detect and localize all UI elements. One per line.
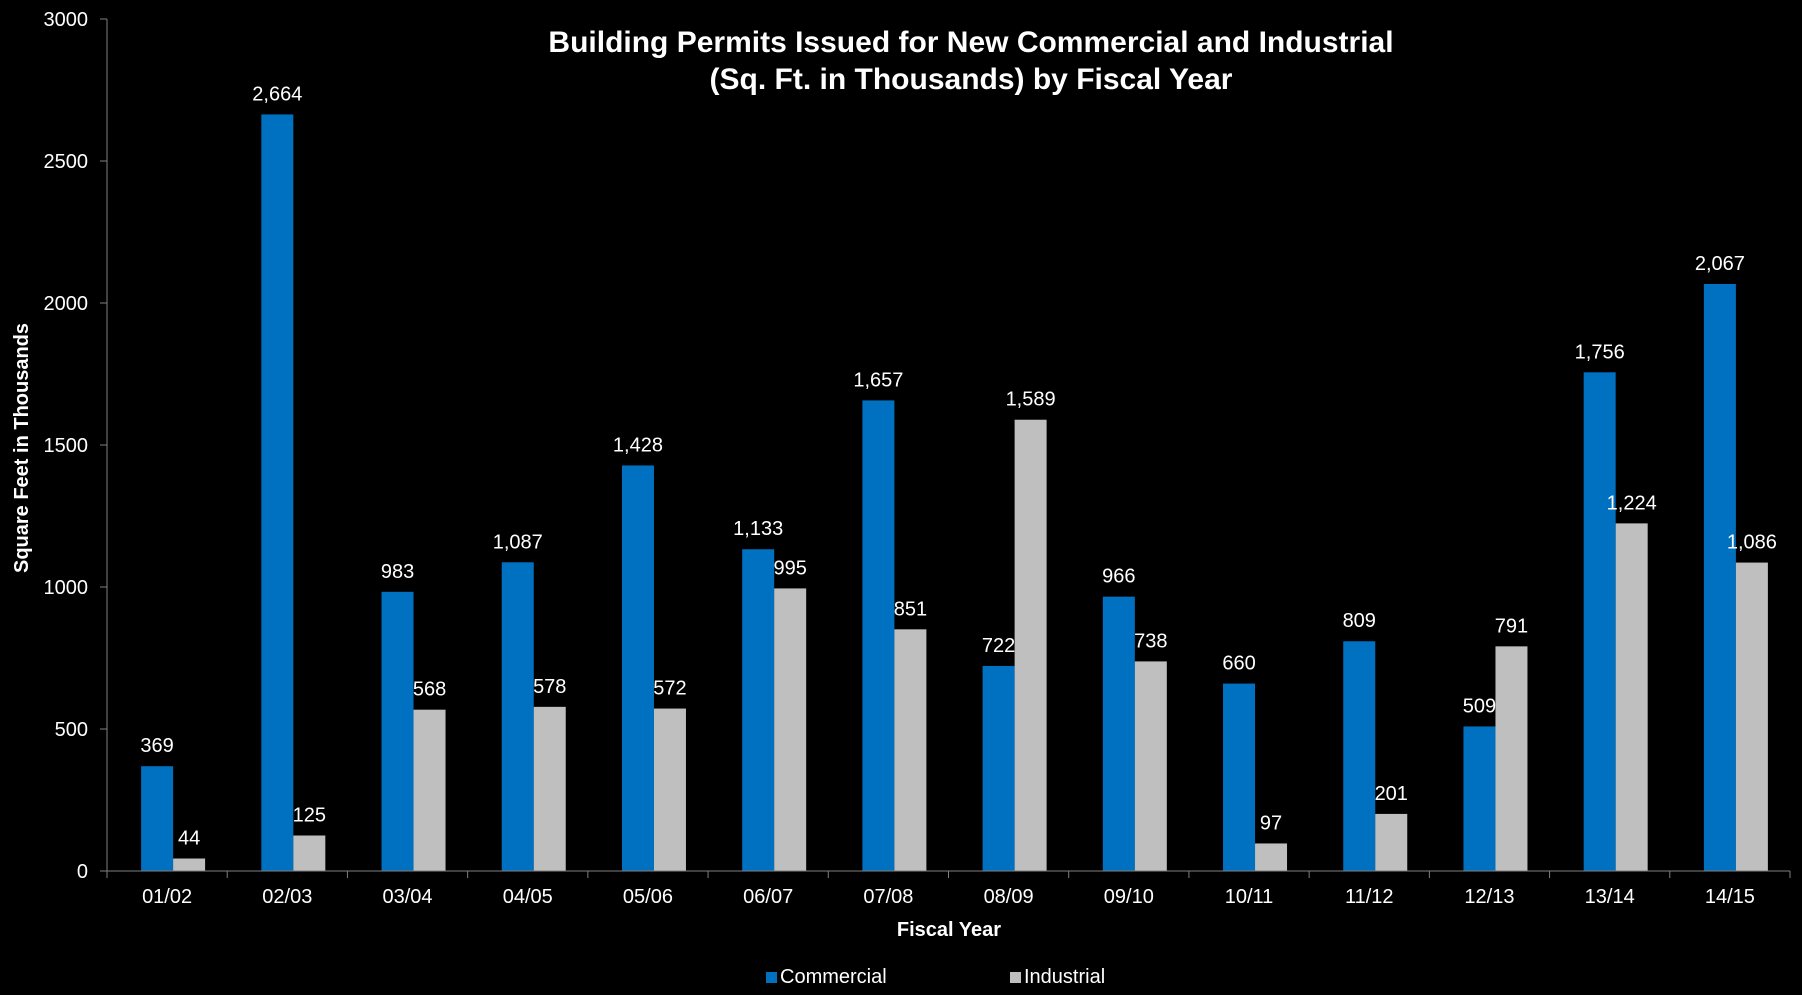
bar-commercial bbox=[1102, 596, 1135, 871]
data-label-commercial: 966 bbox=[1102, 566, 1135, 588]
legend-label-industrial: Industrial bbox=[1024, 966, 1105, 988]
data-label-industrial: 97 bbox=[1260, 812, 1282, 834]
x-tick-label: 03/04 bbox=[383, 886, 433, 908]
x-axis-ticks: 01/02 02/03 03/04 04/05 05/06 06/07 07/08 08/09… bbox=[106, 871, 1791, 908]
bar-industrial bbox=[1735, 562, 1768, 871]
x-tick-label: 10/11 bbox=[1225, 886, 1274, 908]
bar-commercial bbox=[381, 591, 414, 871]
data-label-industrial: 572 bbox=[653, 678, 686, 700]
y-tick-label: 2500 bbox=[44, 151, 89, 173]
chart-title-line-1: Building Permits Issued for New Commerci… bbox=[548, 26, 1393, 59]
data-label-industrial: 995 bbox=[773, 557, 806, 579]
bar-industrial bbox=[1615, 523, 1648, 871]
x-tick-label: 05/06 bbox=[623, 886, 673, 908]
bar-commercial bbox=[742, 549, 775, 871]
data-label-commercial: 809 bbox=[1343, 610, 1376, 632]
data-label-commercial: 369 bbox=[140, 735, 173, 757]
data-label-commercial: 1,428 bbox=[613, 434, 663, 456]
x-tick-label: 12/13 bbox=[1464, 886, 1514, 908]
x-tick-label: 04/05 bbox=[503, 886, 553, 908]
bar-industrial bbox=[293, 835, 326, 871]
data-label-industrial: 1,224 bbox=[1607, 492, 1657, 514]
bar-industrial bbox=[1255, 843, 1288, 871]
bar-commercial bbox=[982, 665, 1015, 871]
bar-commercial bbox=[261, 114, 294, 871]
data-label-commercial: 1,133 bbox=[733, 518, 783, 540]
bar-commercial bbox=[862, 400, 895, 871]
y-tick-label: 500 bbox=[55, 719, 88, 741]
legend-swatch-industrial bbox=[1010, 972, 1021, 983]
x-tick-label: 06/07 bbox=[743, 886, 793, 908]
x-tick-label: 13/14 bbox=[1585, 886, 1635, 908]
data-labels: 369 2,664 983 1,087 1,428 1,133 1,657 722 966 660… bbox=[140, 83, 1777, 849]
data-label-commercial: 1,756 bbox=[1575, 341, 1625, 363]
legend-swatch-commercial bbox=[766, 972, 777, 983]
y-axis-label: Square Feet in Thousands bbox=[11, 323, 33, 573]
data-label-industrial: 578 bbox=[533, 676, 566, 698]
bar-industrial bbox=[894, 629, 927, 871]
bar-commercial bbox=[1703, 283, 1736, 871]
x-tick-label: 11/12 bbox=[1345, 886, 1394, 908]
data-label-industrial: 738 bbox=[1134, 630, 1167, 652]
x-tick-label: 14/15 bbox=[1705, 886, 1755, 908]
bar-commercial bbox=[1463, 726, 1496, 871]
data-label-commercial: 2,664 bbox=[252, 83, 302, 105]
legend: Commercial Industrial bbox=[766, 966, 1105, 988]
data-label-industrial: 568 bbox=[413, 679, 446, 701]
data-label-industrial: 1,589 bbox=[1006, 389, 1056, 411]
data-label-industrial: 201 bbox=[1375, 783, 1408, 805]
y-axis-ticks: 0 500 1000 1500 2000 2500 3000 bbox=[44, 9, 107, 883]
bar-industrial bbox=[1495, 646, 1528, 871]
x-tick-label: 08/09 bbox=[984, 886, 1034, 908]
bar-industrial bbox=[533, 706, 566, 871]
bar-industrial bbox=[1014, 419, 1047, 871]
data-label-industrial: 791 bbox=[1495, 615, 1528, 637]
bars bbox=[141, 114, 1768, 871]
data-label-commercial: 983 bbox=[381, 561, 414, 583]
bar-industrial bbox=[1375, 813, 1408, 871]
chart-title-line-2: (Sq. Ft. in Thousands) by Fiscal Year bbox=[710, 63, 1233, 96]
y-tick-label: 1000 bbox=[44, 577, 89, 599]
bar-industrial bbox=[653, 708, 686, 871]
data-label-industrial: 44 bbox=[178, 828, 200, 850]
bar-commercial bbox=[141, 766, 174, 871]
legend-label-commercial: Commercial bbox=[780, 966, 887, 988]
data-label-industrial: 851 bbox=[894, 598, 927, 620]
y-tick-label: 0 bbox=[77, 861, 88, 883]
bar-industrial bbox=[1134, 661, 1167, 871]
bar-commercial bbox=[1583, 372, 1616, 871]
bar-commercial bbox=[501, 562, 534, 871]
data-label-industrial: 1,086 bbox=[1727, 532, 1777, 554]
bar-industrial bbox=[774, 588, 807, 871]
data-label-commercial: 2,067 bbox=[1695, 253, 1745, 275]
y-tick-label: 3000 bbox=[44, 9, 89, 31]
bar-commercial bbox=[621, 465, 654, 871]
data-label-commercial: 509 bbox=[1463, 695, 1496, 717]
bar-commercial bbox=[1223, 683, 1256, 871]
data-label-commercial: 722 bbox=[982, 635, 1015, 657]
x-tick-label: 02/03 bbox=[262, 886, 312, 908]
data-label-commercial: 660 bbox=[1222, 653, 1255, 675]
bar-industrial bbox=[413, 709, 446, 871]
y-tick-label: 2000 bbox=[44, 293, 89, 315]
x-tick-label: 01/02 bbox=[142, 886, 192, 908]
x-axis-label: Fiscal Year bbox=[897, 919, 1001, 941]
y-tick-label: 1500 bbox=[44, 435, 89, 457]
x-tick-label: 09/10 bbox=[1104, 886, 1154, 908]
bar-industrial bbox=[173, 858, 206, 871]
bar-commercial bbox=[1343, 641, 1376, 871]
data-label-industrial: 125 bbox=[293, 805, 326, 827]
x-tick-label: 07/08 bbox=[863, 886, 913, 908]
data-label-commercial: 1,657 bbox=[853, 369, 903, 391]
data-label-commercial: 1,087 bbox=[493, 531, 543, 553]
